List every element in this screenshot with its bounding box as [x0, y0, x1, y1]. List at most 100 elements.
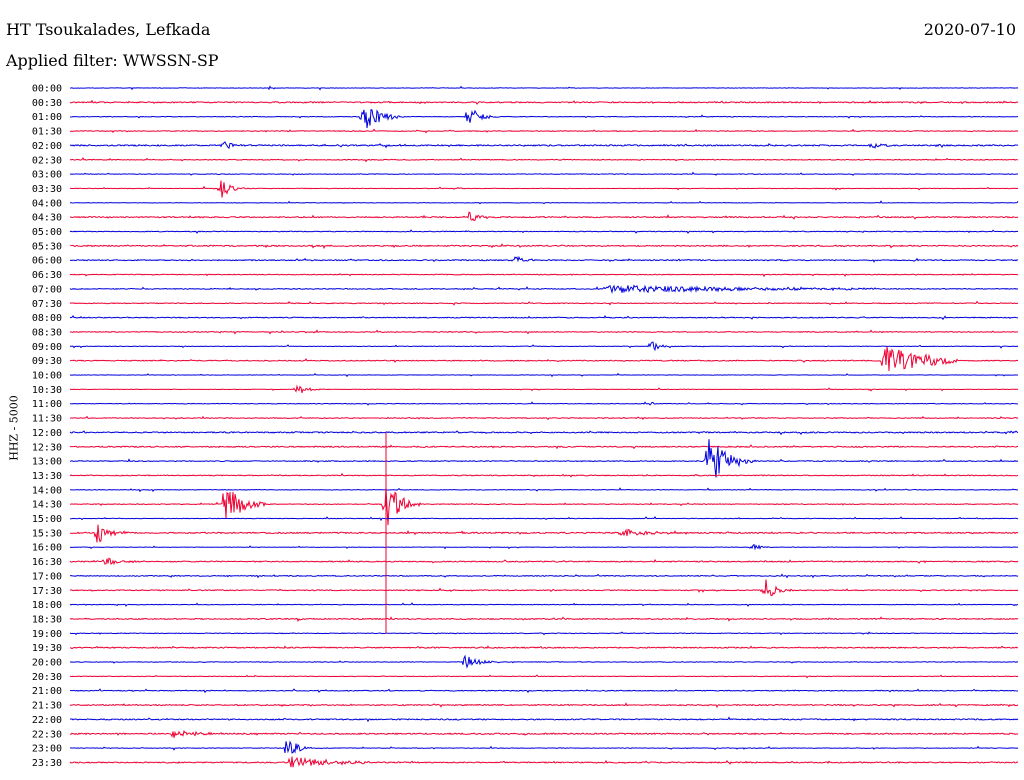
time-label: 02:00	[32, 141, 62, 152]
filter-label: Applied filter: WWSSN-SP	[6, 51, 219, 70]
time-label: 17:00	[32, 571, 62, 582]
time-label: 19:30	[32, 643, 62, 654]
trace-1630	[69, 557, 1019, 566]
time-label: 07:00	[32, 284, 62, 295]
trace-2330	[69, 756, 1019, 768]
trace-2130	[69, 702, 1019, 709]
time-label: 03:00	[32, 170, 62, 181]
trace-0030	[69, 99, 1019, 105]
time-label: 08:00	[32, 313, 62, 324]
trace-0900	[69, 341, 1019, 352]
trace-2300	[70, 740, 1019, 754]
time-label: 10:00	[32, 371, 62, 382]
time-label: 04:00	[32, 198, 62, 209]
time-label: 14:00	[32, 485, 62, 496]
time-label: 05:00	[32, 227, 62, 238]
time-label: 08:30	[32, 327, 62, 338]
time-label: 01:30	[32, 127, 62, 138]
trace-0500	[69, 229, 1019, 234]
trace-0400	[69, 200, 1019, 205]
time-label: 22:00	[32, 715, 62, 726]
trace-1830	[69, 616, 1019, 623]
time-label: 20:00	[32, 658, 62, 669]
record-date: 2020-07-10	[923, 20, 1016, 39]
trace-1100	[69, 401, 1019, 406]
time-label: 16:00	[32, 543, 62, 554]
trace-0530	[69, 243, 1019, 250]
trace-0830	[69, 329, 1019, 335]
time-label: 21:00	[32, 686, 62, 697]
trace-1430	[69, 487, 1019, 526]
trace-2000	[69, 654, 1019, 669]
trace-1600	[69, 543, 1019, 551]
trace-0600	[69, 255, 1019, 263]
time-label: 22:30	[32, 729, 62, 740]
trace-2030	[69, 674, 1019, 679]
time-label: 07:30	[32, 299, 62, 310]
trace-0430	[69, 211, 1019, 222]
trace-1530	[69, 524, 1019, 543]
trace-1900	[69, 631, 1019, 636]
station-title: HT Tsoukalades, Lefkada	[6, 20, 211, 39]
trace-2230	[69, 729, 1019, 738]
trace-1700	[69, 573, 1019, 579]
trace-1500	[69, 515, 1019, 522]
time-label: 17:30	[32, 586, 62, 597]
time-label: 12:30	[32, 442, 62, 453]
time-label: 20:30	[32, 672, 62, 683]
trace-0330	[69, 180, 1019, 198]
time-label: 09:30	[32, 356, 62, 367]
trace-1000	[69, 372, 1019, 378]
trace-1130	[69, 415, 1019, 421]
trace-1800	[69, 602, 1019, 607]
trace-1230	[69, 444, 1019, 450]
time-label: 16:30	[32, 557, 62, 568]
time-label: 00:00	[32, 84, 62, 95]
trace-0800	[69, 314, 1019, 321]
time-label: 14:30	[32, 500, 62, 511]
time-label: 18:30	[32, 614, 62, 625]
trace-2200	[69, 716, 1019, 723]
trace-0100	[69, 109, 1019, 129]
time-label: 00:30	[32, 98, 62, 109]
trace-1400	[69, 487, 1019, 493]
time-label: 02:30	[32, 155, 62, 166]
time-label: 04:30	[32, 213, 62, 224]
time-label: 18:00	[32, 600, 62, 611]
trace-0630	[69, 273, 1019, 278]
time-label: 06:30	[32, 270, 62, 281]
trace-1330	[69, 472, 1019, 478]
time-label: 01:00	[32, 112, 62, 123]
trace-1300	[69, 439, 1019, 478]
time-label: 10:30	[32, 385, 62, 396]
trace-1930	[69, 645, 1019, 650]
time-label: 23:00	[32, 744, 62, 755]
trace-1030	[69, 384, 1019, 394]
trace-2100	[69, 688, 1019, 694]
time-label: 09:00	[32, 342, 62, 353]
time-label: 12:00	[32, 428, 62, 439]
time-label: 13:30	[32, 471, 62, 482]
trace-0200	[69, 141, 1019, 150]
trace-0000	[69, 85, 1019, 91]
time-label: 15:00	[32, 514, 62, 525]
trace-0700	[69, 284, 1019, 295]
trace-1730	[69, 579, 1019, 597]
time-label: 21:30	[32, 701, 62, 712]
time-label: 23:30	[32, 758, 62, 769]
trace-0300	[69, 171, 1018, 176]
time-label: 11:30	[32, 414, 62, 425]
trace-1200	[69, 430, 1019, 436]
trace-0930	[69, 346, 1019, 372]
time-label: 03:30	[32, 184, 62, 195]
time-label: 06:00	[32, 256, 62, 267]
time-label: 15:30	[32, 528, 62, 539]
time-label: 13:00	[32, 457, 62, 468]
trace-0730	[69, 300, 1019, 306]
time-label: 05:30	[32, 241, 62, 252]
trace-0230	[69, 157, 1019, 163]
time-label: 19:00	[32, 629, 62, 640]
trace-0130	[69, 128, 1019, 134]
time-label: 11:00	[32, 399, 62, 410]
